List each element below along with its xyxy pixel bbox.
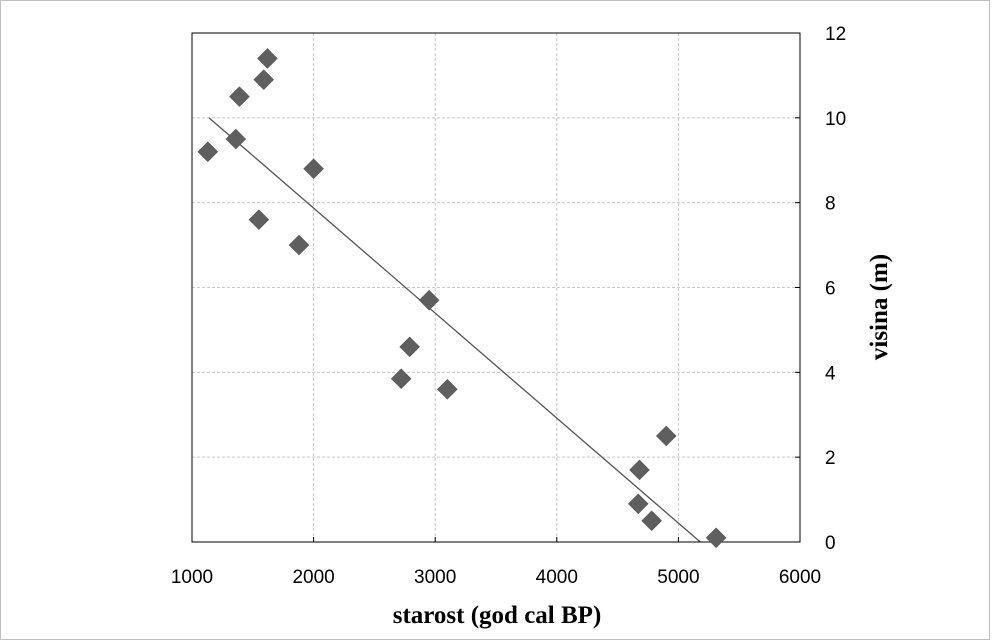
trendline-layer — [208, 117, 701, 543]
data-point — [705, 527, 727, 549]
data-point — [418, 289, 440, 311]
data-point — [197, 141, 219, 163]
data-point — [437, 378, 458, 400]
y-tick-label: 2 — [825, 448, 836, 469]
x-tick-label: 3000 — [414, 567, 456, 588]
x-tick-label: 6000 — [779, 567, 821, 588]
data-point — [627, 493, 649, 515]
data-point — [390, 368, 412, 390]
trendline — [208, 117, 701, 543]
x-tick-label: 5000 — [657, 567, 699, 588]
data-point — [225, 128, 247, 150]
y-tick-label: 12 — [825, 24, 846, 45]
x-tick-label: 4000 — [536, 567, 578, 588]
x-tick-label: 2000 — [292, 567, 334, 588]
x-tick-label: 1000 — [171, 567, 213, 588]
y-tick-label: 6 — [825, 279, 836, 300]
y-tick-label: 10 — [825, 109, 846, 130]
data-point — [303, 158, 324, 180]
data-point — [253, 69, 275, 91]
x-axis-title: starost (god cal BP) — [393, 602, 602, 629]
data-point — [655, 425, 677, 447]
y-axis-title: visina (m) — [866, 254, 893, 360]
data-point — [629, 459, 650, 481]
data-point — [641, 510, 663, 532]
data-point — [229, 86, 250, 107]
grid-layer — [192, 33, 800, 542]
y-tick-label: 8 — [825, 194, 836, 215]
data-point — [257, 48, 278, 69]
data-point — [248, 209, 270, 230]
data-point — [288, 234, 310, 256]
axes-layer — [191, 32, 801, 543]
y-tick-label: 4 — [825, 363, 836, 384]
data-point — [399, 336, 421, 358]
points-layer — [197, 48, 727, 549]
y-tick-label: 0 — [825, 533, 836, 554]
